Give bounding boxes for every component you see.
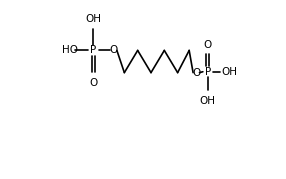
Text: OH: OH bbox=[221, 67, 237, 77]
Text: O: O bbox=[192, 68, 200, 78]
Text: HO: HO bbox=[62, 45, 78, 55]
Text: OH: OH bbox=[85, 14, 101, 24]
Text: O: O bbox=[204, 40, 212, 50]
Text: O: O bbox=[110, 45, 118, 55]
Text: P: P bbox=[90, 45, 96, 55]
Text: OH: OH bbox=[200, 96, 216, 106]
Text: O: O bbox=[89, 78, 98, 88]
Text: P: P bbox=[205, 67, 211, 77]
